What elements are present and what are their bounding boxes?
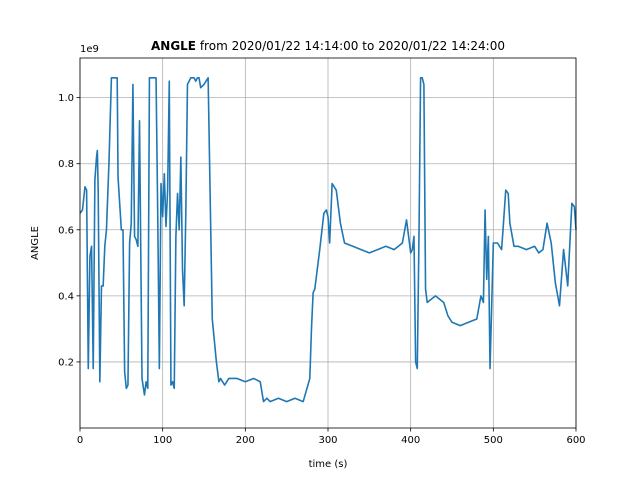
y-tick-label: 0.6	[58, 225, 74, 236]
chart-title-rest: from 2020/01/22 14:14:00 to 2020/01/22 1…	[196, 39, 505, 53]
x-tick-label: 300	[318, 435, 337, 446]
y-tick-label: 0.4	[58, 291, 74, 302]
x-axis-label: time (s)	[309, 459, 348, 470]
x-tick-label: 200	[236, 435, 255, 446]
x-tick-label: 0	[77, 435, 83, 446]
y-axis: 0.2 0.4 0.6 0.8 1.0	[58, 93, 80, 368]
x-tick-label: 600	[566, 435, 585, 446]
y-axis-label: ANGLE	[30, 226, 41, 260]
grid	[79, 58, 577, 428]
x-axis: 0 100 200 300 400 500 600	[77, 428, 586, 446]
y-tick-label: 0.8	[58, 159, 74, 170]
x-tick-label: 500	[484, 435, 503, 446]
y-axis-offset-label: 1e9	[80, 44, 99, 55]
series-layer	[79, 77, 577, 403]
chart-title: ANGLE from 2020/01/22 14:14:00 to 2020/0…	[151, 39, 505, 53]
x-tick-label: 400	[401, 435, 420, 446]
x-tick-label: 100	[153, 435, 172, 446]
chart-title-bold: ANGLE	[151, 39, 196, 53]
y-tick-label: 1.0	[58, 93, 74, 104]
series-line	[79, 77, 577, 403]
y-tick-label: 0.2	[58, 357, 74, 368]
